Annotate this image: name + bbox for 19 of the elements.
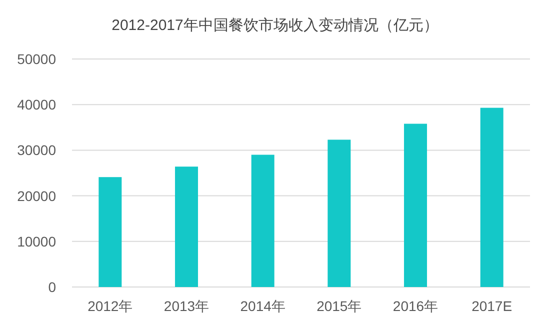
y-tick-label: 20000: [17, 188, 56, 204]
bar: [404, 124, 427, 287]
x-tick-label: 2013年: [164, 298, 210, 314]
bar: [98, 177, 122, 287]
y-tick-label: 30000: [17, 142, 56, 158]
y-tick-label: 40000: [17, 96, 56, 113]
x-tick-label: 2014年: [240, 298, 286, 314]
bar: [328, 140, 351, 287]
x-tick-label: 2016年: [392, 298, 438, 314]
x-tick-label: 2017E: [472, 298, 512, 314]
y-tick-label: 50000: [17, 51, 56, 67]
bar: [175, 166, 198, 287]
x-tick-label: 2012年: [88, 298, 133, 314]
bar: [480, 108, 504, 287]
y-tick-label: 0: [48, 279, 56, 295]
chart-title: 2012-2017年中国餐饮市场收入变动情况（亿元）: [112, 17, 438, 34]
bar: [251, 154, 274, 287]
x-tick-label: 2015年: [316, 298, 362, 314]
y-tick-label: 10000: [17, 233, 56, 250]
